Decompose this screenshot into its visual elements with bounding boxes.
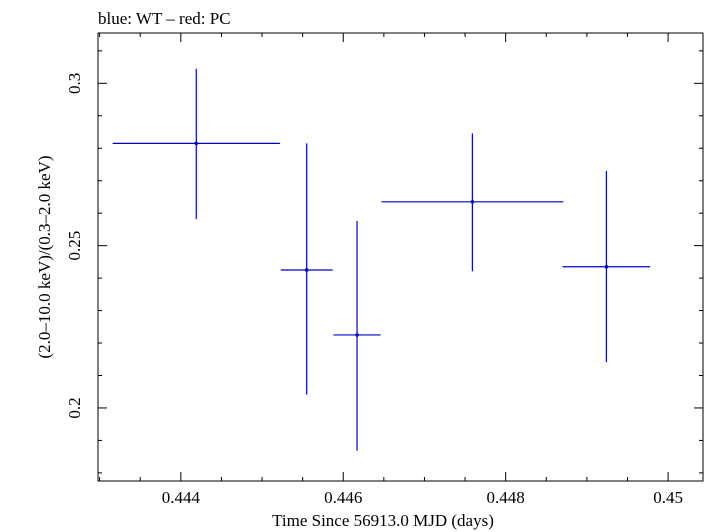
- chart-title: blue: WT – red: PC: [98, 9, 231, 28]
- x-tick-label: 0.45: [653, 488, 683, 507]
- x-tick-label: 0.446: [324, 488, 362, 507]
- y-tick-label: 0.25: [65, 231, 84, 261]
- data-point: [470, 200, 475, 204]
- series-wt: [112, 68, 651, 451]
- data-series: [112, 68, 651, 451]
- y-tick-label: 0.3: [65, 73, 84, 94]
- y-axis-label: (2.0–10.0 keV)/(0.3–2.0 keV): [35, 155, 54, 358]
- data-point: [194, 141, 199, 146]
- x-tick-label: 0.448: [487, 488, 525, 507]
- plot-frame: [97, 32, 704, 482]
- data-point: [355, 333, 359, 337]
- x-tick-label: 0.444: [162, 488, 201, 507]
- data-point: [304, 268, 309, 272]
- x-axis-label: Time Since 56913.0 MJD (days): [272, 511, 494, 530]
- axis-tick-labels: 0.444 0.446 0.448 0.45 0.2 0.25 0.3: [65, 73, 683, 507]
- y-tick-label: 0.2: [65, 397, 84, 418]
- data-point: [604, 264, 609, 269]
- axis-ticks: [98, 33, 703, 481]
